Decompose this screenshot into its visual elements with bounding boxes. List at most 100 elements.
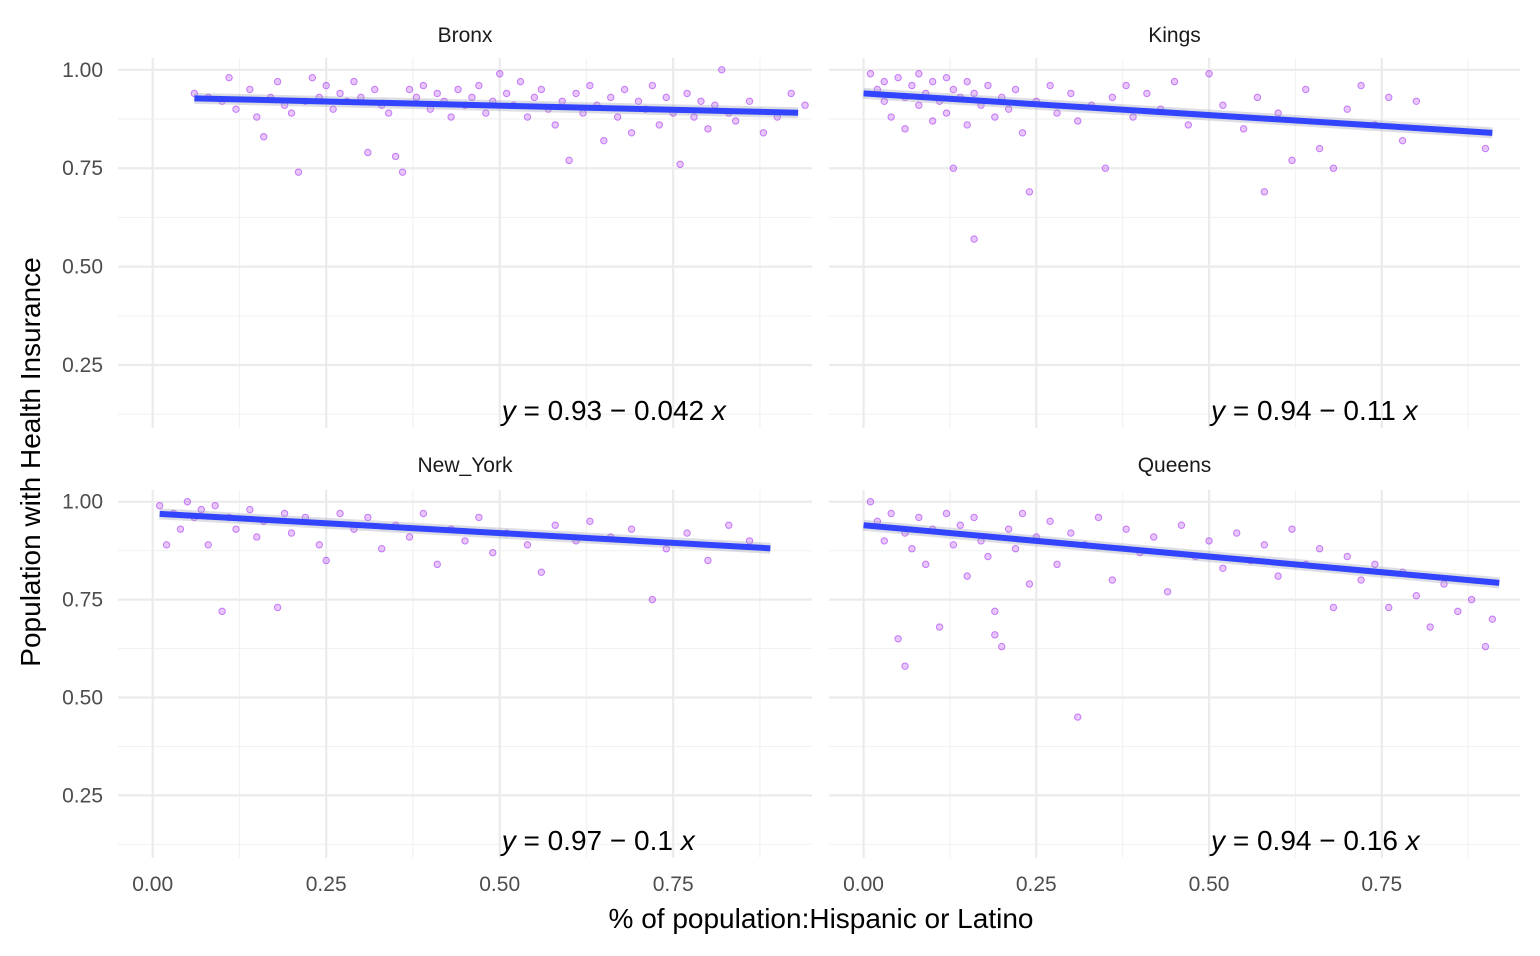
data-point xyxy=(1170,77,1179,86)
data-point xyxy=(1053,109,1061,117)
data-point xyxy=(887,113,895,121)
data-point xyxy=(655,121,664,129)
x-tick-label: 0.50 xyxy=(1189,873,1230,896)
data-point xyxy=(1219,564,1227,572)
data-point xyxy=(607,93,615,102)
regression-line xyxy=(159,510,771,552)
data-point xyxy=(998,642,1006,651)
y-tick-label: 1.00 xyxy=(62,491,103,514)
data-point xyxy=(1467,595,1476,604)
data-point xyxy=(405,533,414,541)
equation-token: y xyxy=(1209,825,1227,856)
equation-token: = xyxy=(1225,395,1249,426)
data-point xyxy=(253,113,261,121)
data-point xyxy=(1343,552,1351,561)
data-point xyxy=(908,545,916,553)
x-tick-label: 0.75 xyxy=(1361,873,1402,896)
data-point xyxy=(928,117,937,125)
data-point xyxy=(433,560,441,569)
regression-equation-label: y = 0.94 − 0.11 x xyxy=(1209,395,1419,426)
data-point xyxy=(218,607,226,616)
data-point xyxy=(1260,541,1269,549)
data-point xyxy=(880,97,888,105)
data-point xyxy=(287,109,296,117)
data-point xyxy=(1288,156,1296,165)
data-point xyxy=(1239,125,1248,133)
equation-token: x xyxy=(1398,825,1421,856)
data-point xyxy=(1067,529,1075,537)
data-point xyxy=(942,109,951,117)
data-point xyxy=(1143,89,1151,98)
data-point xyxy=(1177,521,1186,529)
data-point xyxy=(970,89,978,98)
data-point xyxy=(880,537,888,545)
data-point xyxy=(204,541,212,549)
equation-token: x xyxy=(704,395,727,426)
data-point xyxy=(648,81,657,90)
data-point xyxy=(496,70,504,78)
regression-equation-label: y = 0.93 − 0.042 x xyxy=(500,395,727,426)
data-point xyxy=(1412,592,1421,600)
equation-token: y xyxy=(500,395,518,426)
data-point xyxy=(391,152,400,161)
data-point xyxy=(648,595,657,604)
data-point xyxy=(364,148,372,157)
data-point xyxy=(697,97,705,105)
data-point xyxy=(183,498,192,506)
data-point xyxy=(1163,588,1172,596)
data-point xyxy=(336,509,344,518)
data-point xyxy=(963,572,971,580)
data-point xyxy=(942,73,951,82)
data-point xyxy=(433,89,441,98)
data-point xyxy=(963,121,971,129)
data-point xyxy=(315,541,323,549)
data-point xyxy=(627,525,636,533)
data-point xyxy=(287,529,296,537)
data-point xyxy=(915,101,923,109)
data-point xyxy=(1274,109,1282,117)
regression-line xyxy=(863,522,1500,586)
data-point xyxy=(190,89,199,98)
facet-panel-bronx: Bronx 0.25 0.50 0.75 1.00 y = 0.93 − 0.042 x xyxy=(62,24,812,428)
data-point xyxy=(253,533,261,541)
data-point xyxy=(530,93,539,102)
data-point xyxy=(866,498,875,506)
regression-line xyxy=(863,90,1493,136)
data-point xyxy=(922,560,930,569)
data-point xyxy=(1219,101,1227,109)
data-point xyxy=(725,521,733,529)
data-point xyxy=(572,89,580,98)
data-point xyxy=(984,552,992,561)
data-point xyxy=(915,70,923,78)
data-point xyxy=(690,113,698,121)
data-point xyxy=(1385,603,1393,612)
data-point xyxy=(308,73,317,82)
data-point xyxy=(935,623,944,631)
data-point xyxy=(336,89,344,98)
data-point xyxy=(155,501,164,510)
data-point xyxy=(1488,615,1497,623)
data-point xyxy=(350,77,358,86)
equation-token: x xyxy=(673,825,696,856)
data-point xyxy=(1004,525,1013,533)
data-point xyxy=(1329,164,1338,172)
data-point xyxy=(949,85,958,94)
equation-token: x xyxy=(1396,395,1419,426)
facet-strip-label: Queens xyxy=(1138,454,1212,477)
facet-panel-new-york: New_York 0.25 0.50 0.75 1.00 0.00 0.25 0.50 0.75… xyxy=(62,454,812,896)
data-point xyxy=(1046,81,1054,90)
data-point xyxy=(1011,85,1020,94)
data-point xyxy=(901,662,909,670)
data-point xyxy=(801,101,809,109)
data-point xyxy=(322,81,330,90)
data-point xyxy=(704,125,712,133)
data-point xyxy=(405,85,414,94)
data-point xyxy=(1481,144,1490,153)
data-point xyxy=(211,501,219,510)
data-point xyxy=(1018,129,1027,137)
data-point xyxy=(1288,525,1296,533)
facet-panel-kings: Kings y = 0.94 − 0.11 x xyxy=(829,24,1520,428)
data-point xyxy=(1274,572,1282,580)
